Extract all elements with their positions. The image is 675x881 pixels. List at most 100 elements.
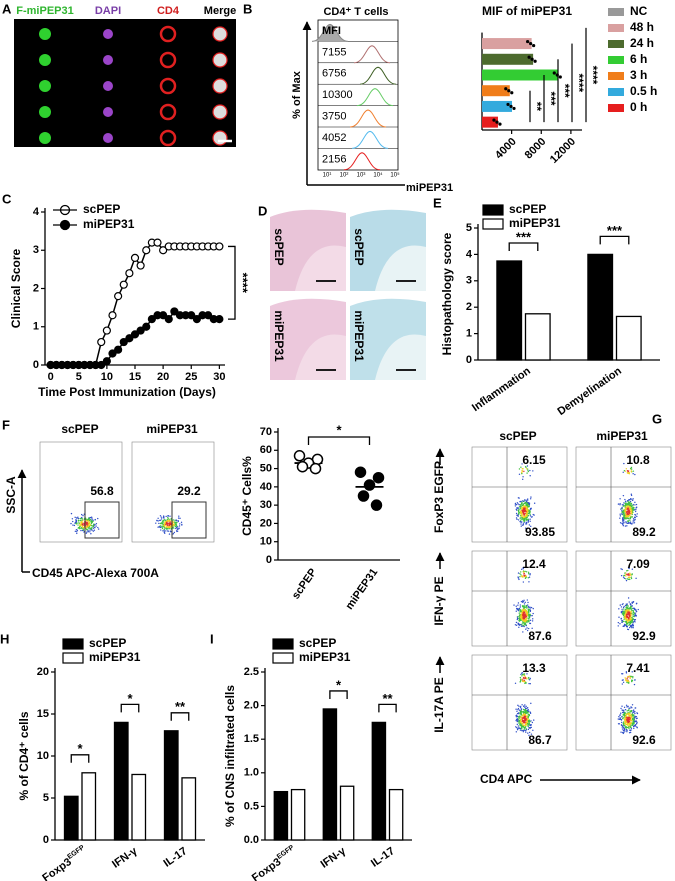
flow-event <box>626 614 628 617</box>
legend-label: scPEP <box>299 636 336 650</box>
flow-event <box>623 522 625 524</box>
flow-event <box>527 613 530 615</box>
replicate-dot <box>533 59 537 63</box>
flow-event <box>619 513 621 515</box>
flow-event <box>79 524 81 527</box>
series-marker <box>187 311 196 320</box>
flow-event <box>516 723 519 726</box>
flow-event <box>631 515 633 518</box>
replicate-dot <box>510 91 514 95</box>
flow-event <box>624 677 626 679</box>
flow-event <box>622 603 624 605</box>
flow-event <box>523 510 525 513</box>
y-tick-label: 30 <box>260 499 272 511</box>
flow-event <box>624 513 627 515</box>
replicate-dot <box>507 89 511 93</box>
flow-event <box>627 573 630 575</box>
flow-event <box>624 708 627 711</box>
flow-event <box>620 606 623 608</box>
x-tick-label: 5 <box>76 371 82 383</box>
flow-event <box>94 518 96 521</box>
flow-event <box>528 502 531 504</box>
flow-event <box>633 506 635 509</box>
flow-event <box>515 512 518 515</box>
flow-event <box>621 621 624 623</box>
flow-event <box>177 517 180 519</box>
flow-title: miPEP31 <box>596 429 648 443</box>
cell <box>103 107 113 117</box>
flow-event <box>624 712 626 714</box>
flow-event <box>626 681 628 684</box>
flow-event <box>515 708 517 710</box>
series-marker <box>147 315 156 324</box>
flow-event <box>621 506 623 509</box>
flow-event <box>627 576 630 578</box>
histogram-x-tick-label: 10² <box>340 173 349 179</box>
flow-event <box>632 518 635 520</box>
flow-event <box>164 529 166 532</box>
flow-event <box>523 502 526 505</box>
flow-event <box>519 604 521 606</box>
flow-event <box>626 729 628 732</box>
flow-event <box>515 610 517 612</box>
flow-event <box>75 521 78 523</box>
flow-event <box>516 710 518 712</box>
flow-event <box>172 524 174 527</box>
legend-label: 3 h <box>630 68 647 82</box>
series-marker <box>136 326 145 335</box>
y-axis-label: CD45⁺ Cells% <box>240 456 254 536</box>
replicate-dot <box>558 75 562 79</box>
y-tick-label: 20 <box>260 517 272 529</box>
flow-event <box>526 619 528 621</box>
flow-event <box>176 521 178 524</box>
flow-event <box>518 720 520 723</box>
data-point <box>309 462 322 475</box>
flow-event <box>528 726 530 729</box>
flow-event <box>517 509 520 511</box>
flow-event <box>529 613 531 615</box>
flow-event <box>626 573 628 576</box>
flow-event <box>528 511 531 513</box>
flow-event <box>622 576 625 578</box>
flow-event <box>524 706 526 709</box>
cell-merge <box>212 52 228 68</box>
bar <box>496 260 523 361</box>
flow-event <box>626 516 628 518</box>
flow-event <box>523 729 525 732</box>
y-tick-label: 4 <box>466 248 473 260</box>
flow-event <box>523 625 525 628</box>
flow-event <box>86 528 88 531</box>
category-text: IFN-γ <box>110 845 140 871</box>
flow-event <box>634 514 637 516</box>
flow-event <box>525 712 527 715</box>
flow-event <box>522 609 524 611</box>
replicate-dot <box>504 87 508 91</box>
flow-event <box>85 519 88 522</box>
flow-event <box>630 494 633 497</box>
flow-event <box>76 529 79 532</box>
flow-event <box>81 523 84 525</box>
flow-event <box>177 520 179 523</box>
legend-label: scPEP <box>89 636 126 650</box>
flow-event <box>632 470 635 472</box>
flow-event <box>529 724 531 726</box>
data-point <box>372 471 385 484</box>
flow-event <box>625 603 627 605</box>
flow-event <box>524 570 526 573</box>
flow-event <box>619 515 622 517</box>
flow-event <box>624 500 627 503</box>
flow-event <box>524 609 526 612</box>
flow-event <box>77 524 79 526</box>
flow-event <box>175 530 178 532</box>
flow-event <box>168 528 170 530</box>
flow-event <box>165 527 167 530</box>
flow-event <box>521 518 523 520</box>
flow-event <box>623 617 626 619</box>
series-marker <box>114 292 123 301</box>
y-tick-label: 10 <box>37 750 49 762</box>
flow-event <box>526 507 529 509</box>
significance-bracket <box>329 690 348 699</box>
flow-event <box>632 615 634 617</box>
flow-event <box>159 515 162 517</box>
flow-event <box>522 719 525 722</box>
